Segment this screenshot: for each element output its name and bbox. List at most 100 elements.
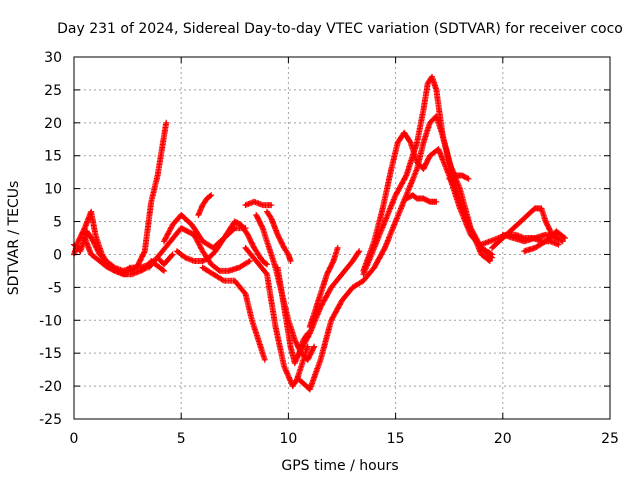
data-point <box>441 134 444 138</box>
data-point <box>98 259 101 263</box>
data-point <box>214 249 217 253</box>
data-point <box>207 256 211 259</box>
data-point <box>244 203 247 207</box>
data-point <box>220 240 224 243</box>
series-arc-9 <box>199 264 268 363</box>
data-point <box>293 338 297 342</box>
series-arc-21 <box>403 192 440 205</box>
data-point <box>422 108 425 111</box>
series-arc-4 <box>128 119 170 274</box>
data-point <box>422 197 425 200</box>
data-point <box>454 174 457 177</box>
data-point <box>293 361 297 365</box>
data-point <box>180 226 183 230</box>
data-point <box>180 213 183 217</box>
data-point <box>469 226 472 230</box>
data-point <box>197 213 200 217</box>
data-point <box>411 194 414 197</box>
data-point <box>255 213 258 217</box>
data-point <box>261 226 264 230</box>
data-point <box>250 319 254 322</box>
data-point <box>426 82 429 85</box>
y-axis-label: SDTVAR / TECUs <box>6 181 22 296</box>
data-point <box>246 233 249 236</box>
data-point <box>422 141 425 144</box>
data-point <box>139 269 142 273</box>
data-point <box>192 259 196 263</box>
data-point <box>278 345 282 348</box>
data-point <box>143 249 146 253</box>
data-point <box>113 269 116 273</box>
data-point <box>523 217 526 220</box>
series-arc-7 <box>173 218 270 268</box>
data-point <box>104 259 108 263</box>
data-point <box>85 230 89 233</box>
data-point <box>428 121 432 125</box>
data-point <box>557 243 560 246</box>
data-point <box>383 246 387 250</box>
data-point <box>149 200 153 203</box>
y-tick-label: 10 <box>44 182 62 198</box>
series-arc-26 <box>521 228 568 255</box>
y-tick-label: 0 <box>53 247 62 263</box>
data-point <box>340 299 344 302</box>
data-point <box>563 236 567 240</box>
data-point <box>351 286 354 289</box>
data-point <box>383 220 387 223</box>
data-point <box>415 167 419 171</box>
series-arc-17 <box>306 244 341 330</box>
data-point <box>244 246 247 250</box>
y-tick-label: 25 <box>44 83 62 99</box>
data-point <box>282 246 286 250</box>
data-point <box>362 273 365 276</box>
data-point <box>409 141 412 144</box>
data-point <box>330 286 333 289</box>
x-tick-label: 5 <box>177 431 186 447</box>
x-axis-label: GPS time / hours <box>281 458 398 474</box>
data-point <box>233 226 236 230</box>
data-point <box>319 305 322 309</box>
data-point <box>415 141 419 144</box>
y-tick-label: 5 <box>53 215 62 231</box>
x-tick-label: 15 <box>387 431 405 447</box>
data-point <box>98 253 101 256</box>
data-point <box>480 243 483 246</box>
data-point <box>533 246 537 250</box>
data-point <box>212 273 215 276</box>
data-point <box>147 266 151 269</box>
y-tick-label: 15 <box>44 149 62 165</box>
data-point <box>162 263 166 266</box>
data-point <box>422 167 425 171</box>
data-point <box>402 131 406 134</box>
data-point <box>430 75 434 78</box>
data-point <box>92 240 95 243</box>
data-point <box>490 256 494 259</box>
data-point <box>227 230 230 233</box>
data-point <box>287 375 290 378</box>
data-point <box>171 223 174 227</box>
data-point <box>540 207 543 210</box>
data-point <box>201 240 204 243</box>
data-point <box>156 174 159 177</box>
data-point <box>257 253 260 256</box>
data-point <box>289 345 292 348</box>
data-point <box>362 279 365 282</box>
data-point <box>162 269 166 273</box>
series-arc-5 <box>146 225 253 274</box>
y-tick-label: -25 <box>39 412 62 428</box>
data-point <box>240 223 243 227</box>
data-point <box>544 240 547 243</box>
data-point <box>533 207 537 210</box>
data-point <box>83 236 86 240</box>
data-point <box>104 265 108 268</box>
data-point <box>450 167 453 171</box>
data-point <box>94 233 97 236</box>
data-point <box>270 217 273 220</box>
plot-frame <box>73 56 611 420</box>
data-point <box>282 365 286 368</box>
series-arc-10 <box>242 198 275 209</box>
data-point <box>351 259 354 263</box>
data-point <box>210 194 213 197</box>
data-point <box>435 200 438 203</box>
data-point <box>287 253 290 256</box>
